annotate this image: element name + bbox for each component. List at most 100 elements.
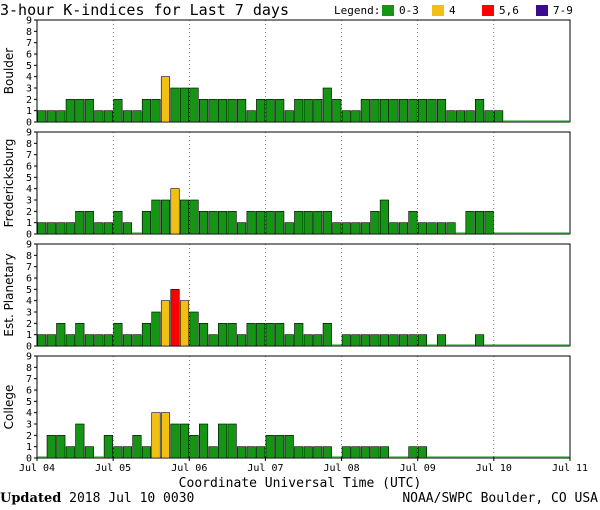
bar [132,435,142,459]
bar [417,222,428,235]
bar [179,199,190,235]
bar [75,211,85,235]
bar [199,99,209,123]
bar [360,334,370,347]
bar [56,323,66,347]
y-tick-label: 3 [26,420,32,431]
bar [313,334,323,347]
bar [46,110,56,123]
bar [417,334,428,347]
bar [179,87,190,123]
bar [132,110,142,123]
bar [531,344,542,346]
bar [199,323,209,347]
legend-swatch-purple [536,5,548,16]
bar [189,87,199,123]
bar [46,222,56,235]
bar [227,423,237,459]
bar [189,311,199,347]
y-tick-label: 0 [26,230,32,241]
y-tick-label: 2 [26,319,32,330]
bar [75,323,85,347]
bar [284,435,294,459]
bar [493,456,504,458]
bar [512,344,523,346]
y-tick-label: 5 [26,61,32,72]
bar [493,232,504,234]
bar [408,334,418,347]
bar [256,99,266,123]
bar [465,344,475,346]
bar [284,110,294,123]
bar [65,334,75,347]
y-tick-label: 1 [26,218,32,229]
y-tick-label: 6 [26,386,32,397]
y-tick-label: 4 [26,296,32,307]
bar [531,456,542,458]
bar [332,99,342,123]
x-axis-label: Coordinate Universal Time (UTC) [178,476,422,491]
y-tick-label: 1 [26,330,32,341]
bar [370,334,380,347]
bar [370,99,380,123]
bar [256,211,266,235]
bar [379,99,389,123]
y-tick-label: 5 [26,397,32,408]
y-tick-label: 8 [26,139,32,150]
bar [341,110,351,123]
bar [94,110,104,123]
bar [389,456,399,458]
bar [560,344,570,346]
bar [360,446,370,459]
bar [294,99,304,123]
bar [351,334,361,347]
legend-swatch-yellow [432,5,444,16]
bar [436,456,447,458]
bar [484,211,494,235]
x-tick-label: Jul 07 [247,463,283,474]
bar [446,456,456,458]
bar [522,232,532,234]
legend-swatch-green [382,5,394,16]
bar [218,99,228,123]
bar [303,334,313,347]
bar [256,446,266,459]
y-tick-label: 1 [26,106,32,117]
legend-label: Legend: [334,4,381,17]
bar [370,446,380,459]
bar [237,446,247,459]
x-tick-label: Jul 04 [19,463,55,474]
chart-title: 3-hour K-indices for Last 7 days [0,1,289,19]
bar [322,211,332,235]
bar [208,211,218,235]
bar [94,456,104,458]
bar [370,211,380,235]
bar [512,120,523,122]
bar [227,323,237,347]
bar [332,344,342,346]
bar [560,232,570,234]
bar [474,456,485,458]
bar [379,334,389,347]
bar [303,211,313,235]
bar [465,456,475,458]
bar [417,99,428,123]
y-tick-label: 8 [26,27,32,38]
bar [132,334,142,347]
y-tick-label: 4 [26,72,32,83]
bar [379,199,389,235]
bar [103,110,113,123]
y-tick-label: 2 [26,207,32,218]
bar [313,211,323,235]
panel-label: Fredericksburg [2,139,16,228]
bar [455,344,466,346]
bar [275,211,285,235]
bar [275,99,285,123]
bar [465,110,475,123]
bar [398,456,409,458]
y-tick-label: 7 [26,374,32,385]
bar [84,99,94,123]
bar [103,222,113,235]
bar [94,334,104,347]
bar [351,446,361,459]
